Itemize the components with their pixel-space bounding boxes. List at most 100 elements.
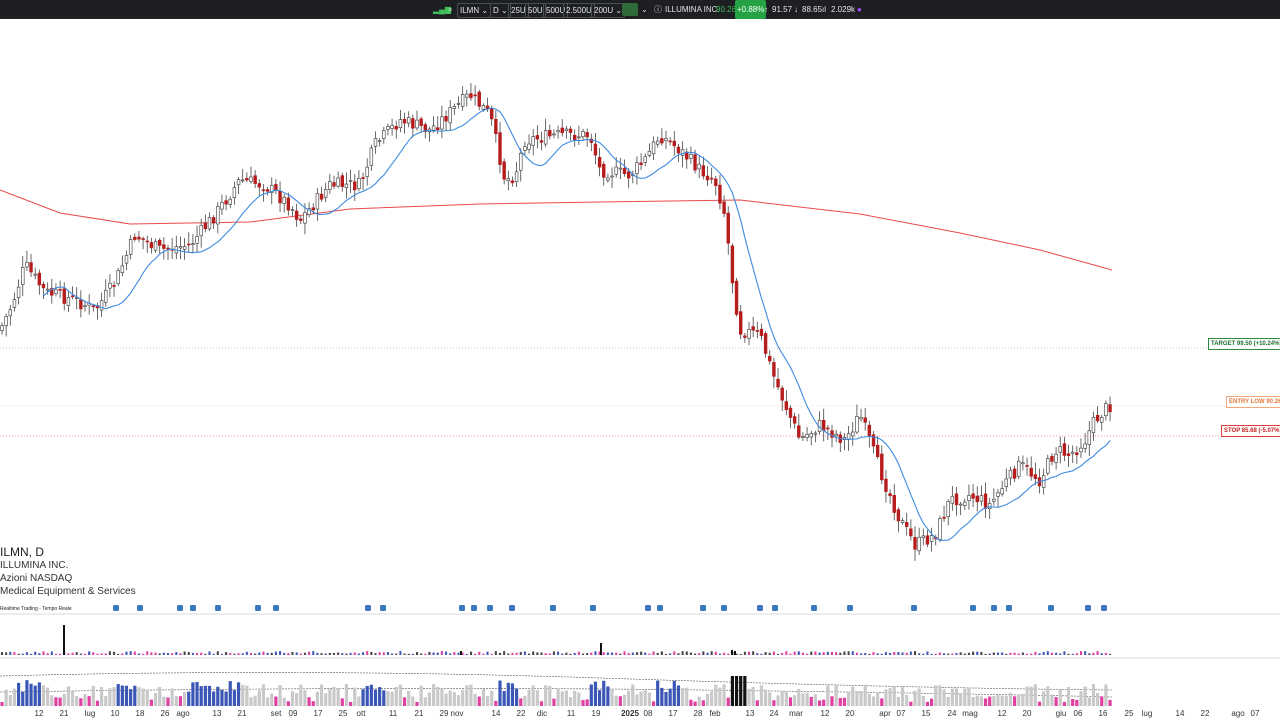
symbol-selector[interactable]: ILMN ⌄	[457, 3, 492, 18]
oscillator-bar	[456, 695, 461, 706]
candle-body	[664, 138, 668, 141]
volume-bar	[685, 651, 688, 655]
volume-bar	[764, 652, 767, 655]
candle-body	[207, 217, 212, 230]
price-chart[interactable]	[0, 19, 1280, 720]
candle-body	[1041, 475, 1046, 488]
volume-bar	[922, 653, 925, 655]
preset-50u-button[interactable]: 50U	[525, 3, 546, 18]
volume-spike	[63, 625, 65, 655]
oscillator-bar	[871, 696, 876, 706]
oscillator-bar	[54, 697, 58, 706]
candle-body	[377, 140, 382, 143]
candle-body	[950, 495, 955, 504]
search-icon[interactable]: ⌕	[448, 5, 453, 14]
event-marker-icon	[721, 605, 727, 611]
candle-body	[232, 187, 237, 198]
oscillator-bar	[668, 688, 672, 706]
volume-bar	[1075, 653, 1078, 655]
candle-body	[440, 116, 444, 130]
volume-bar	[469, 651, 472, 655]
volume-spike	[734, 651, 736, 655]
volume-bar	[490, 653, 493, 655]
volume-bar	[129, 651, 132, 655]
volume-bar	[316, 652, 319, 655]
volume-bar	[100, 653, 103, 655]
candle-body	[660, 138, 664, 144]
candle-body	[809, 433, 813, 438]
oscillator-bar	[876, 692, 880, 706]
oscillator-bar	[469, 684, 473, 706]
candle-body	[29, 262, 33, 273]
period-selector[interactable]: D ⌄	[490, 3, 511, 18]
symbol-label: ILMN	[460, 6, 480, 15]
oscillator-bar	[992, 696, 996, 706]
volume-spike	[460, 651, 462, 655]
candle-body	[423, 124, 427, 132]
low-price: 88.65	[802, 5, 823, 14]
candle-body	[709, 177, 714, 180]
preset-500u-button[interactable]: 500U	[543, 3, 569, 18]
oscillator-bar	[419, 685, 423, 706]
candle-body	[797, 425, 801, 438]
candle-body	[643, 156, 647, 163]
volume-bar	[648, 653, 651, 655]
oscillator-bar	[739, 676, 743, 706]
candle-body	[776, 378, 780, 388]
candle-body	[373, 137, 378, 147]
event-marker-icon	[970, 605, 976, 611]
oscillator-bar	[83, 694, 87, 706]
volume-bar	[503, 651, 506, 655]
preset-25u-button[interactable]: 25U	[508, 3, 529, 18]
candle-body	[784, 401, 789, 411]
volume-bar	[146, 651, 149, 655]
volume-bar	[465, 653, 468, 655]
oscillator-bar	[498, 680, 502, 706]
candle-body	[938, 518, 942, 540]
oscillator-bar	[75, 695, 79, 706]
oscillator-bar	[643, 690, 647, 706]
preset-200u-button[interactable]: 200U ⌄	[591, 3, 626, 18]
candle-body	[958, 503, 963, 506]
candle-body	[622, 167, 627, 174]
candle-body	[813, 432, 818, 435]
volume-bar	[826, 651, 829, 655]
volume-bar	[665, 653, 667, 655]
target-level-tag[interactable]: TARGET 99.50 (+10.24%)	[1208, 338, 1280, 350]
entry-level-tag[interactable]: ENTRY LOW 90.26	[1226, 396, 1280, 408]
volume-bar	[835, 652, 838, 655]
candle-body	[1062, 443, 1067, 456]
candle-body	[788, 407, 793, 418]
candle-body	[54, 289, 58, 294]
line-chart-icon[interactable]	[622, 3, 638, 16]
volume-bar	[619, 653, 622, 655]
preset-2500u-button[interactable]: 2.500U	[563, 3, 595, 18]
oscillator-bar	[1029, 686, 1033, 706]
x-axis-label: 12	[997, 709, 1007, 718]
oscillator-bar	[925, 701, 930, 706]
volume-bar	[810, 651, 813, 655]
volume-bar	[1, 652, 3, 655]
volume-bar	[208, 651, 211, 655]
volume-bar	[42, 651, 45, 655]
oscillator-bar	[133, 685, 137, 706]
chevron-down-icon[interactable]: ⌄	[641, 5, 648, 14]
oscillator-bar	[485, 695, 490, 706]
oscillator-bar	[477, 696, 481, 706]
x-axis-label: nov	[450, 709, 464, 718]
candle-body	[332, 182, 336, 187]
sma-slow-path	[0, 189, 1113, 271]
oscillator-bar	[432, 684, 436, 706]
chart-type-icon[interactable]: ▂▄▆	[433, 5, 451, 14]
x-axis-label: feb	[709, 709, 721, 718]
volume-bar	[714, 651, 717, 655]
candle-body	[386, 126, 390, 130]
volume-bar	[1071, 653, 1074, 655]
volume-bar	[1021, 652, 1024, 655]
stop-level-tag[interactable]: STOP 85.68 (-5.07%)	[1221, 425, 1280, 437]
oscillator-bar	[344, 684, 349, 706]
oscillator-bar	[465, 685, 469, 706]
info-icon[interactable]: ⓘ	[654, 5, 662, 14]
candle-body	[1004, 478, 1009, 488]
oscillator-bar	[440, 688, 444, 706]
